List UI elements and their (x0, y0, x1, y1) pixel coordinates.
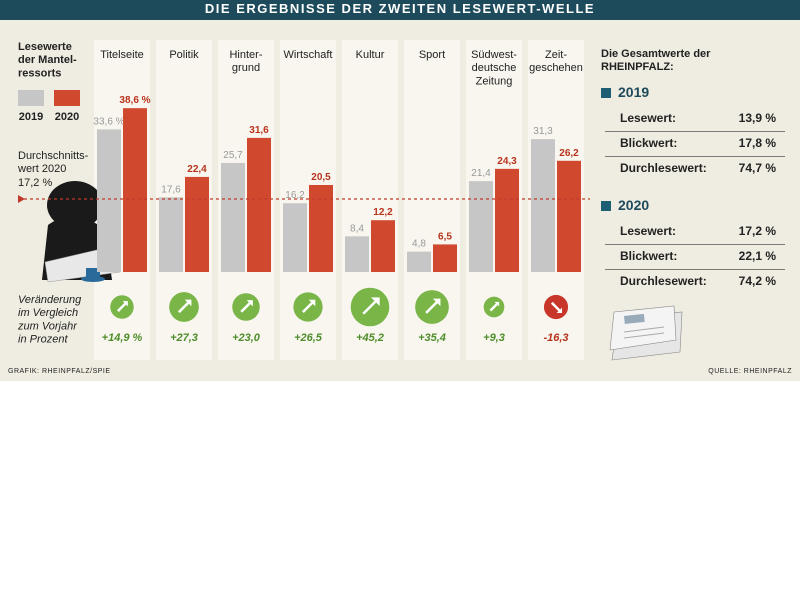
bar (469, 181, 493, 272)
change-arrow (240, 301, 252, 313)
chart-title: DIE ERGEBNISSE DER ZWEITEN LESEWERT-WELL… (205, 1, 595, 16)
year-label: 2020 (618, 197, 649, 213)
x-tick-label: Zeit-geschehen (529, 49, 583, 74)
year-marker (601, 88, 611, 98)
legend-swatch (54, 90, 80, 106)
value-label: 20,5 (311, 172, 331, 183)
bar (123, 108, 147, 272)
change-arrow (489, 302, 499, 312)
change-label: +26,5 (294, 332, 323, 344)
totals-value: 13,9 % (739, 111, 777, 125)
x-tick-label: Politik (169, 49, 199, 61)
change-label: +14,9 % (102, 332, 143, 344)
x-tick-label: Kultur (356, 49, 385, 61)
totals-label: Durchlesewert: (620, 274, 707, 288)
footer-source: QUELLE: RHEINPFALZ (708, 368, 792, 375)
newspaper-illustration (609, 305, 683, 361)
change-arrowhead (184, 299, 192, 307)
x-tick-label: Wirtschaft (284, 49, 333, 61)
x-tick-label: Hinter-grund (229, 49, 262, 74)
change-arrowhead (370, 297, 380, 307)
change-arrowhead (308, 299, 316, 307)
value-label: 26,2 (559, 147, 579, 158)
change-arrow (362, 299, 378, 315)
totals-label: Blickwert: (620, 136, 677, 150)
change-label: +35,4 (418, 332, 446, 344)
reference-label: Durchschnitts-wert 2020 (17, 150, 89, 175)
legend-swatch (18, 90, 44, 106)
change-arrow (425, 300, 439, 314)
value-label: 6,5 (438, 231, 452, 242)
change-label: +27,3 (170, 332, 198, 344)
change-arrow (301, 300, 315, 314)
totals-value: 17,8 % (739, 136, 777, 150)
totals-value: 17,2 % (739, 224, 777, 238)
change-arrow (177, 300, 191, 314)
year-marker (601, 201, 611, 211)
value-label: 21,4 (471, 168, 491, 179)
change-label: -16,3 (543, 332, 568, 344)
change-label: +45,2 (356, 332, 384, 344)
title-banner (0, 0, 800, 20)
value-label: 4,8 (412, 238, 426, 249)
bar (283, 203, 307, 272)
value-label: 8,4 (350, 223, 364, 234)
value-label: 31,6 (249, 125, 269, 136)
bar (495, 168, 519, 272)
value-label: 33,6 % (93, 116, 124, 127)
x-tick-label: Titelseite (100, 49, 144, 61)
change-arrow (550, 301, 562, 313)
bar (247, 137, 271, 272)
value-label: 38,6 % (119, 95, 150, 106)
change-label: +9,3 (483, 332, 505, 344)
change-arrowhead (246, 300, 253, 307)
bar (557, 160, 581, 272)
legend-label: 2019 (19, 111, 43, 123)
change-arrow (117, 302, 127, 312)
bar (433, 244, 457, 272)
value-label: 22,4 (187, 164, 207, 175)
reader-illustration (42, 181, 121, 283)
value-label: 25,7 (223, 150, 243, 161)
totals-label: Lesewert: (620, 224, 676, 238)
reference-value: 17,2 % (18, 177, 52, 189)
change-arrowhead (556, 307, 563, 314)
change-label: Veränderung im Vergleich zum Vorjahr in Pro… (17, 294, 82, 346)
totals-label: Durchlesewert: (620, 161, 707, 175)
change-arrowhead (494, 301, 500, 307)
change-arrowhead (122, 301, 128, 307)
bar (221, 162, 245, 272)
bar (185, 176, 209, 272)
totals-title: Die Gesamtwerte der RHEINPFALZ: (601, 48, 711, 73)
footer-credit: GRAFIK: RHEINPFALZ/SPIE (8, 368, 111, 375)
value-label: 24,3 (497, 156, 517, 167)
change-label: +23,0 (232, 332, 261, 344)
totals-value: 74,7 % (739, 161, 777, 175)
change-arrowhead (432, 298, 441, 307)
value-label: 31,3 (533, 126, 553, 137)
totals-value: 74,2 % (739, 274, 777, 288)
bar (531, 139, 555, 272)
value-label: 16,2 (285, 190, 305, 201)
legend-label: 2020 (55, 111, 79, 123)
bar (345, 236, 369, 272)
year-label: 2019 (618, 84, 649, 100)
bar (371, 220, 395, 272)
x-tick-label: Sport (419, 49, 445, 61)
bar (97, 129, 121, 272)
bar (407, 251, 431, 272)
value-label: 12,2 (373, 207, 393, 218)
totals-label: Lesewert: (620, 111, 676, 125)
x-tick-label: Südwest-deutsche Zeitung (471, 49, 517, 87)
value-label: 17,6 (161, 184, 181, 195)
reference-marker (18, 194, 25, 203)
totals-value: 22,1 % (739, 249, 777, 263)
legend-title: Lesewerte der Mantel-ressorts (18, 41, 77, 79)
bar (309, 184, 333, 272)
bar (159, 197, 183, 272)
totals-label: Blickwert: (620, 249, 677, 263)
